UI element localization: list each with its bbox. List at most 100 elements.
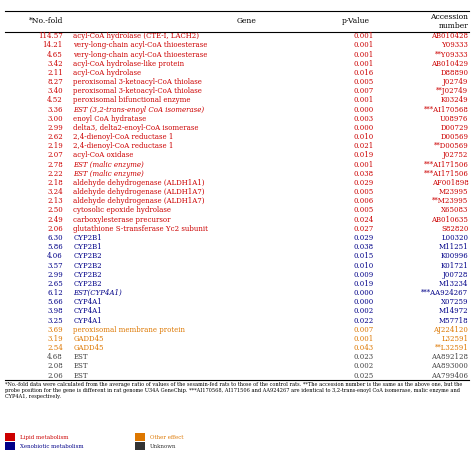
Text: peroxisomal bifunctional enzyme: peroxisomal bifunctional enzyme — [73, 96, 191, 104]
Text: **M23995: **M23995 — [432, 197, 468, 205]
Text: 5.86: 5.86 — [47, 243, 63, 251]
Text: 3.69: 3.69 — [47, 326, 63, 334]
Text: 0.007: 0.007 — [354, 87, 374, 95]
Text: 0.005: 0.005 — [354, 78, 374, 86]
Text: **D00569: **D00569 — [434, 142, 468, 150]
Text: D00729: D00729 — [440, 124, 468, 132]
Text: K01721: K01721 — [440, 262, 468, 269]
Text: acyl-CoA oxidase: acyl-CoA oxidase — [73, 151, 134, 159]
Text: CYP2B1: CYP2B1 — [73, 234, 102, 242]
Text: 6.30: 6.30 — [47, 234, 63, 242]
Text: ***AI171506: ***AI171506 — [423, 161, 468, 168]
Text: 0.005: 0.005 — [354, 188, 374, 196]
Text: X07259: X07259 — [441, 298, 468, 306]
Text: aldehyde dehydrogenase (ALDH1A7): aldehyde dehydrogenase (ALDH1A7) — [73, 197, 205, 205]
Text: CYP2B2: CYP2B2 — [73, 271, 102, 279]
Bar — [5, 433, 15, 442]
Text: 3.19: 3.19 — [47, 335, 63, 343]
Text: 0.019: 0.019 — [354, 151, 374, 159]
Text: GADD45: GADD45 — [73, 335, 104, 343]
Text: 3.42: 3.42 — [47, 60, 63, 67]
Text: 3.36: 3.36 — [47, 106, 63, 113]
Text: 0.043: 0.043 — [354, 344, 374, 352]
Text: 0.006: 0.006 — [354, 197, 374, 205]
Text: Accession
number: Accession number — [430, 13, 468, 30]
Text: 4.52: 4.52 — [47, 96, 63, 104]
Text: peroxisomal 3-ketoacyl-CoA thiolase: peroxisomal 3-ketoacyl-CoA thiolase — [73, 87, 202, 95]
Text: delta3, delta2-enoyl-CoA isomerase: delta3, delta2-enoyl-CoA isomerase — [73, 124, 199, 132]
Text: peroxisomal 3-ketoacyl-CoA thiolase: peroxisomal 3-ketoacyl-CoA thiolase — [73, 78, 202, 86]
Text: CYP2B2: CYP2B2 — [73, 262, 102, 269]
Text: 14.21: 14.21 — [43, 41, 63, 49]
Text: EST (malic enzyme): EST (malic enzyme) — [73, 161, 144, 168]
Text: 2.54: 2.54 — [47, 344, 63, 352]
Bar — [5, 442, 15, 450]
Bar — [135, 442, 145, 450]
Text: 0.005: 0.005 — [354, 207, 374, 214]
Text: 2.06: 2.06 — [47, 225, 63, 233]
Text: 0.029: 0.029 — [354, 179, 374, 187]
Text: 3.25: 3.25 — [47, 317, 63, 325]
Text: 0.038: 0.038 — [354, 170, 374, 178]
Text: 3.40: 3.40 — [47, 87, 63, 95]
Text: Lipid metabolism: Lipid metabolism — [19, 435, 68, 440]
Text: 2.78: 2.78 — [47, 161, 63, 168]
Text: CYP4A1: CYP4A1 — [73, 317, 102, 325]
Text: D00569: D00569 — [440, 133, 468, 141]
Text: aldehyde dehydrogenase (ALDH1A1): aldehyde dehydrogenase (ALDH1A1) — [73, 179, 205, 187]
Text: 0.000: 0.000 — [354, 124, 374, 132]
Text: 0.015: 0.015 — [354, 252, 374, 260]
Text: EST: EST — [73, 372, 88, 380]
Text: U08976: U08976 — [440, 115, 468, 123]
Text: *No.-fold data were calculated from the average ratio of values of the sesamin-f: *No.-fold data were calculated from the … — [5, 382, 462, 399]
Text: 3.24: 3.24 — [47, 188, 63, 196]
Text: 0.001: 0.001 — [354, 41, 374, 49]
Text: K00996: K00996 — [440, 252, 468, 260]
Text: 0.000: 0.000 — [354, 298, 374, 306]
Text: peroxisomal membrane protein: peroxisomal membrane protein — [73, 326, 185, 334]
Text: 0.016: 0.016 — [354, 69, 374, 77]
Text: X65083: X65083 — [441, 207, 468, 214]
Text: acyl-CoA hydrolase-like protein: acyl-CoA hydrolase-like protein — [73, 60, 184, 67]
Text: Y09333: Y09333 — [441, 41, 468, 49]
Text: M23995: M23995 — [439, 188, 468, 196]
Text: 2.99: 2.99 — [47, 271, 63, 279]
Text: 2.06: 2.06 — [47, 372, 63, 380]
Text: 0.002: 0.002 — [354, 363, 374, 370]
Text: *No.-fold: *No.-fold — [28, 17, 63, 25]
Text: 2.22: 2.22 — [47, 170, 63, 178]
Text: 2.50: 2.50 — [47, 207, 63, 214]
Text: GADD45: GADD45 — [73, 344, 104, 352]
Text: EST: EST — [73, 363, 88, 370]
Text: Other effect: Other effect — [150, 435, 183, 440]
Text: 2.08: 2.08 — [47, 363, 63, 370]
Text: aldehyde dehydrogenase (ALDH1A7): aldehyde dehydrogenase (ALDH1A7) — [73, 188, 205, 196]
Text: J02752: J02752 — [443, 151, 468, 159]
Text: AA799406: AA799406 — [431, 372, 468, 380]
Text: ***AI171506: ***AI171506 — [423, 170, 468, 178]
Text: 0.022: 0.022 — [354, 317, 374, 325]
Text: 0.007: 0.007 — [354, 326, 374, 334]
Text: L00320: L00320 — [441, 234, 468, 242]
Text: CYP4A1: CYP4A1 — [73, 298, 102, 306]
Text: M13234: M13234 — [439, 280, 468, 288]
Text: AB010635: AB010635 — [431, 216, 468, 224]
Text: EST (3,2-trans-enoyl CoA isomerase): EST (3,2-trans-enoyl CoA isomerase) — [73, 106, 205, 113]
Text: M57718: M57718 — [439, 317, 468, 325]
Text: 0.001: 0.001 — [354, 161, 374, 168]
Text: 0.021: 0.021 — [354, 142, 374, 150]
Text: **Y09333: **Y09333 — [435, 50, 468, 58]
Text: 0.000: 0.000 — [354, 106, 374, 113]
Text: 0.019: 0.019 — [354, 280, 374, 288]
Text: CYP2B1: CYP2B1 — [73, 243, 102, 251]
Text: acyl-CoA hydrolase (CTE-I, LACH2): acyl-CoA hydrolase (CTE-I, LACH2) — [73, 32, 200, 40]
Text: AA892128: AA892128 — [431, 353, 468, 361]
Text: 2,4-dienoyl-CoA reductase 1: 2,4-dienoyl-CoA reductase 1 — [73, 133, 174, 141]
Text: S82820: S82820 — [441, 225, 468, 233]
Text: 0.001: 0.001 — [354, 32, 374, 40]
Text: 2.99: 2.99 — [47, 124, 63, 132]
Text: 2.49: 2.49 — [47, 216, 63, 224]
Text: CYP4A1: CYP4A1 — [73, 308, 102, 315]
Text: 0.025: 0.025 — [354, 372, 374, 380]
Text: **J02749: **J02749 — [436, 87, 468, 95]
